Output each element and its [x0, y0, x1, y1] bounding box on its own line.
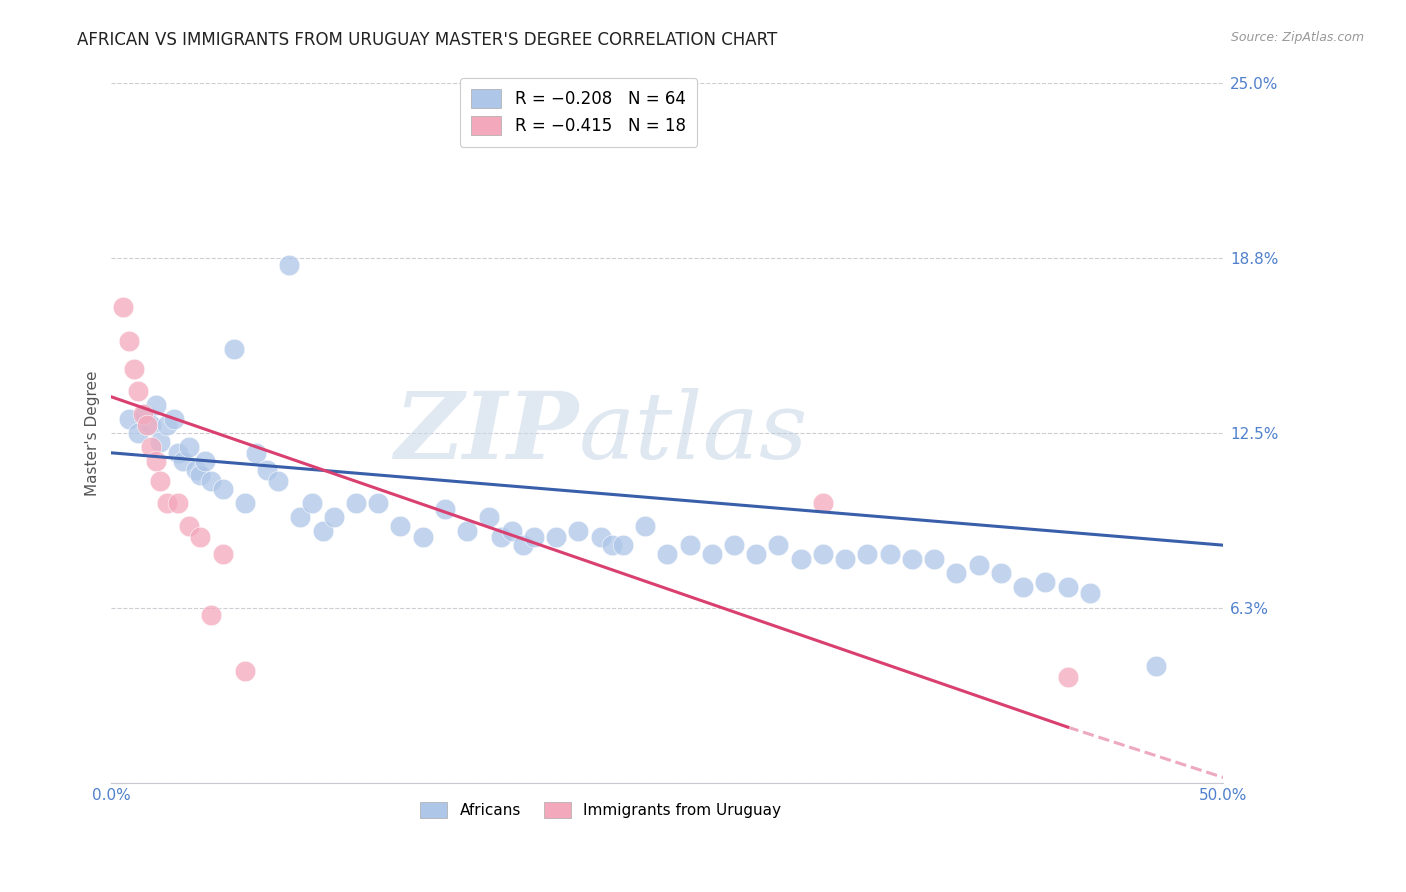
Point [163, 412, 186, 426]
Point [194, 454, 217, 468]
Point [389, 518, 412, 533]
Point [546, 530, 568, 544]
Point [118, 334, 141, 348]
Point [922, 552, 945, 566]
Point [901, 552, 924, 566]
Point [945, 566, 967, 581]
Point [990, 566, 1012, 581]
Point [156, 417, 179, 432]
Point [344, 496, 367, 510]
Point [512, 538, 534, 552]
Point [967, 558, 990, 572]
Point [167, 496, 190, 510]
Point [233, 664, 256, 678]
Text: ZIP: ZIP [394, 388, 578, 478]
Point [456, 524, 478, 538]
Point [122, 362, 145, 376]
Point [433, 501, 456, 516]
Point [141, 417, 163, 432]
Point [172, 454, 194, 468]
Point [179, 440, 201, 454]
Point [188, 530, 211, 544]
Point [211, 547, 233, 561]
Point [723, 538, 745, 552]
Point [127, 426, 149, 441]
Point [811, 547, 834, 561]
Point [188, 468, 211, 483]
Point [233, 496, 256, 510]
Point [141, 440, 163, 454]
Point [657, 547, 679, 561]
Point [145, 454, 167, 468]
Point [678, 538, 700, 552]
Point [811, 496, 834, 510]
Legend: Africans, Immigrants from Uruguay: Africans, Immigrants from Uruguay [413, 796, 787, 824]
Point [211, 482, 233, 496]
Point [412, 530, 434, 544]
Point [127, 384, 149, 399]
Point [600, 538, 623, 552]
Point [834, 552, 856, 566]
Point [501, 524, 523, 538]
Point [879, 547, 901, 561]
Point [118, 412, 141, 426]
Point [222, 343, 245, 357]
Point [1033, 574, 1056, 589]
Point [589, 530, 612, 544]
Point [478, 510, 501, 524]
Y-axis label: Master's Degree: Master's Degree [86, 370, 100, 496]
Point [184, 462, 207, 476]
Point [367, 496, 389, 510]
Point [149, 474, 172, 488]
Point [179, 518, 201, 533]
Point [768, 538, 790, 552]
Point [267, 474, 290, 488]
Point [145, 398, 167, 412]
Point [1146, 658, 1168, 673]
Text: atlas: atlas [578, 388, 808, 478]
Point [700, 547, 723, 561]
Point [136, 417, 159, 432]
Point [1012, 580, 1035, 594]
Point [200, 474, 222, 488]
Point [245, 446, 267, 460]
Point [290, 510, 312, 524]
Point [612, 538, 634, 552]
Point [131, 407, 153, 421]
Point [111, 301, 134, 315]
Point [200, 608, 222, 623]
Point [1056, 580, 1078, 594]
Point [256, 462, 278, 476]
Point [489, 530, 512, 544]
Point [311, 524, 333, 538]
Point [156, 496, 179, 510]
Point [790, 552, 813, 566]
Point [167, 446, 190, 460]
Point [1078, 586, 1101, 600]
Point [856, 547, 879, 561]
Point [278, 258, 301, 272]
Point [301, 496, 323, 510]
Point [134, 407, 156, 421]
Point [523, 530, 546, 544]
Point [322, 510, 344, 524]
Point [634, 518, 657, 533]
Text: AFRICAN VS IMMIGRANTS FROM URUGUAY MASTER'S DEGREE CORRELATION CHART: AFRICAN VS IMMIGRANTS FROM URUGUAY MASTE… [77, 31, 778, 49]
Point [1056, 670, 1078, 684]
Text: Source: ZipAtlas.com: Source: ZipAtlas.com [1230, 31, 1364, 45]
Point [745, 547, 768, 561]
Point [567, 524, 589, 538]
Point [149, 434, 172, 449]
